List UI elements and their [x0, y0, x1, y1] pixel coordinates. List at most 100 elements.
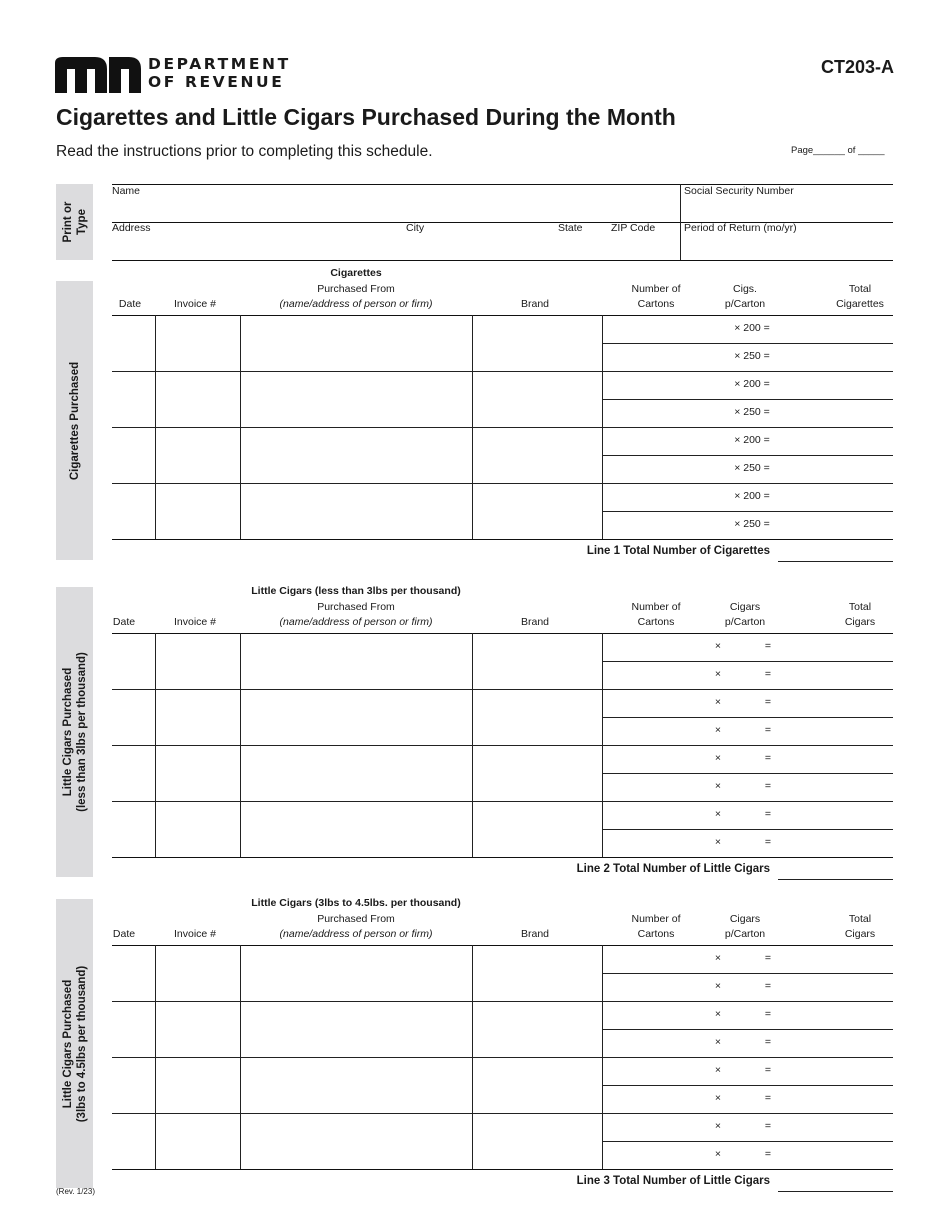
equals-symbol: =	[764, 724, 772, 736]
col-header-from-note: (name/address of person or firm)	[279, 616, 433, 628]
equals-symbol: =	[764, 980, 772, 992]
section-total-field[interactable]	[778, 879, 893, 880]
row-divider	[602, 1029, 893, 1030]
section-side-label: Little Cigars Purchased (3lbs to 4.5lbs p…	[56, 899, 93, 1188]
section-total-label: Line 3 Total Number of Little Cigars	[576, 1175, 770, 1187]
side-label-line2: Type	[75, 209, 88, 236]
carton-multiplier: × 200 =	[734, 378, 770, 390]
equals-symbol: =	[764, 1148, 772, 1160]
equals-symbol: =	[764, 1008, 772, 1020]
side-label-line1: Little Cigars Purchased	[61, 979, 74, 1108]
section-total-label: Line 1 Total Number of Cigarettes	[586, 545, 770, 557]
times-symbol: ×	[714, 1036, 722, 1048]
table-header-rule	[112, 945, 893, 946]
row-divider	[602, 773, 893, 774]
section-total-field[interactable]	[778, 1191, 893, 1192]
col-header-from-note: (name/address of person or firm)	[279, 298, 433, 310]
times-symbol: ×	[714, 980, 722, 992]
row-divider	[112, 1113, 893, 1114]
row-divider	[112, 483, 893, 484]
state-field[interactable]: State	[558, 222, 583, 234]
carton-multiplier: × 250 =	[734, 518, 770, 530]
table-bottom-rule	[112, 539, 893, 540]
table-header-rule	[112, 315, 893, 316]
col-header-cartons: Number of	[631, 913, 681, 925]
agency-name-line1: DEPARTMENT	[148, 55, 291, 73]
row-divider	[602, 511, 893, 512]
times-symbol: ×	[714, 1148, 722, 1160]
section-title: Cigarettes	[330, 267, 382, 279]
ssn-field[interactable]: Social Security Number	[684, 185, 794, 197]
col-header-from: Purchased From	[317, 601, 395, 613]
col-header-invoice: Invoice #	[173, 298, 217, 310]
carton-multiplier: × 200 =	[734, 434, 770, 446]
name-field[interactable]: Name	[112, 185, 141, 197]
agency-name-line2: OF REVENUE	[148, 73, 285, 91]
col-header-per-carton: Cigars	[729, 601, 761, 613]
times-symbol: ×	[714, 668, 722, 680]
row-divider	[602, 343, 893, 344]
equals-symbol: =	[764, 1092, 772, 1104]
col-header-cartons: Number of	[631, 283, 681, 295]
section-side-label: Little Cigars Purchased (less than 3lbs p…	[56, 587, 93, 877]
equals-symbol: =	[764, 836, 772, 848]
section-total-field[interactable]	[778, 561, 893, 562]
side-label-line1: Cigarettes Purchased	[68, 361, 81, 480]
instructions-text: Read the instructions prior to completin…	[56, 143, 433, 160]
times-symbol: ×	[714, 780, 722, 792]
col-header-total-2: Cigars	[844, 928, 876, 940]
col-header-cartons-2: Cartons	[637, 616, 675, 628]
mn-logo-icon	[55, 57, 141, 93]
table-bottom-rule	[112, 857, 893, 858]
times-symbol: ×	[714, 724, 722, 736]
col-header-date: Date	[112, 928, 136, 940]
col-header-per-carton: Cigs.	[733, 283, 757, 295]
period-field[interactable]: Period of Return (mo/yr)	[684, 222, 797, 234]
page-number-field[interactable]: Page______ of _____	[791, 145, 885, 156]
equals-symbol: =	[764, 1120, 772, 1132]
carton-multiplier: × 200 =	[734, 322, 770, 334]
row-divider	[112, 1001, 893, 1002]
col-header-invoice: Invoice #	[173, 928, 217, 940]
equals-symbol: =	[764, 696, 772, 708]
equals-symbol: =	[764, 808, 772, 820]
table-bottom-rule	[112, 1169, 893, 1170]
times-symbol: ×	[714, 1064, 722, 1076]
section-title: Little Cigars (less than 3lbs per thousa…	[251, 585, 461, 597]
city-field[interactable]: City	[406, 222, 425, 234]
revision-label: (Rev. 1/23)	[56, 1187, 95, 1196]
times-symbol: ×	[714, 696, 722, 708]
address-field[interactable]: Address	[112, 222, 151, 234]
row-divider	[602, 399, 893, 400]
carton-multiplier: × 250 =	[734, 350, 770, 362]
zip-field[interactable]: ZIP Code	[611, 222, 656, 234]
equals-symbol: =	[764, 780, 772, 792]
equals-symbol: =	[764, 952, 772, 964]
print-or-type-side-label: Print or Type	[56, 184, 93, 260]
col-header-brand: Brand	[520, 298, 550, 310]
col-header-total: Total	[848, 601, 872, 613]
col-header-cartons-2: Cartons	[637, 928, 675, 940]
side-label-line1: Print or	[61, 201, 74, 243]
col-header-per-carton: Cigars	[729, 913, 761, 925]
row-divider	[602, 1085, 893, 1086]
row-divider	[112, 427, 893, 428]
col-header-from-note: (name/address of person or firm)	[279, 928, 433, 940]
col-header-date: Date	[118, 298, 142, 310]
times-symbol: ×	[714, 1120, 722, 1132]
section-side-label: Cigarettes Purchased	[56, 281, 93, 560]
carton-multiplier: × 200 =	[734, 490, 770, 502]
row-divider	[112, 1057, 893, 1058]
col-header-total-2: Cigarettes	[836, 298, 884, 310]
side-label-line2: (3lbs to 4.5lbs per thousand)	[75, 965, 88, 1122]
side-label-line1: Little Cigars Purchased	[61, 667, 74, 797]
col-header-brand: Brand	[520, 928, 550, 940]
times-symbol: ×	[714, 1008, 722, 1020]
row-divider	[602, 717, 893, 718]
side-label-line2: (less than 3lbs per thousand)	[75, 652, 88, 812]
col-header-total-2: Cigars	[844, 616, 876, 628]
page-title: Cigarettes and Little Cigars Purchased D…	[56, 104, 676, 130]
times-symbol: ×	[714, 808, 722, 820]
equals-symbol: =	[764, 1064, 772, 1076]
form-number: CT203-A	[820, 57, 894, 77]
